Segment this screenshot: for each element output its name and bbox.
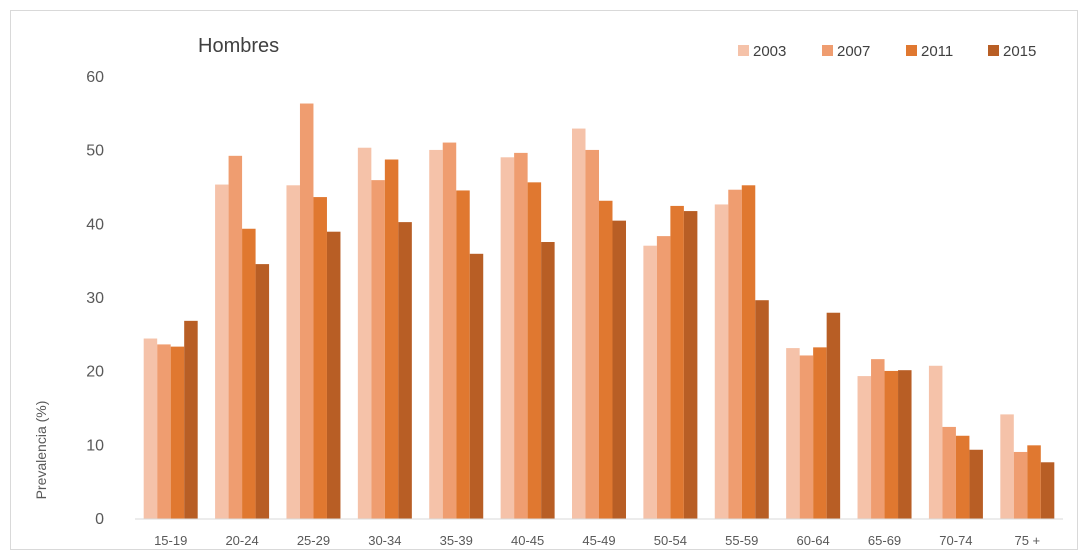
bar-2015-60-64 [826, 312, 841, 519]
x-tick-label: 55-59 [725, 533, 758, 548]
x-tick-label: 25-29 [297, 533, 330, 548]
bar-2003-50-54 [643, 245, 657, 519]
bar-2011-25-29 [313, 197, 327, 519]
y-tick-label: 20 [86, 364, 104, 381]
y-axis-ticks: 0 10 20 30 40 50 60 [86, 69, 104, 528]
x-tick-label: 30-34 [368, 533, 401, 548]
bar-series [143, 103, 1055, 520]
legend-swatch-2015 [988, 45, 999, 56]
legend-swatch-2011 [906, 45, 917, 56]
bar-2007-25-29 [299, 103, 314, 520]
bar-2003-65-69 [857, 376, 872, 519]
bar-2007-20-24 [228, 155, 243, 519]
bar-2007-70-74 [942, 426, 956, 519]
chart-title: Hombres [198, 35, 279, 57]
bar-2007-60-64 [799, 355, 814, 519]
bar-2015-40-45 [541, 242, 555, 519]
y-axis-label: Prevalencia (%) [33, 401, 49, 500]
bar-2003-40-45 [500, 157, 515, 520]
bar-2003-60-64 [786, 348, 800, 519]
y-tick-label: 10 [86, 437, 104, 454]
legend-swatch-2007 [822, 45, 833, 56]
bar-2011-15-19 [170, 346, 185, 519]
x-tick-label: 50-54 [654, 533, 687, 548]
legend-swatch-2003 [738, 45, 749, 56]
x-tick-label: 45-49 [582, 533, 615, 548]
bar-2007-15-19 [157, 344, 171, 519]
x-axis-ticks: 15-19 20-24 25-29 30-34 35-39 40-45 45-49 50-54… [154, 533, 1040, 548]
bar-2011-40-45 [527, 182, 542, 519]
y-tick-label: 60 [86, 69, 104, 86]
bar-2015-50-54 [683, 211, 698, 519]
bar-2003-35-39 [429, 149, 443, 519]
bar-2003-30-34 [357, 147, 372, 519]
bar-2003-45-49 [572, 128, 586, 519]
legend-label: 2007 [837, 43, 870, 60]
legend-label: 2003 [753, 43, 786, 60]
bar-2015-20-24 [255, 264, 270, 519]
x-tick-label: 40-45 [511, 533, 544, 548]
legend: 2003 2007 2011 2015 [738, 43, 1036, 60]
x-tick-label: 35-39 [440, 533, 473, 548]
bar-2011-45-49 [599, 200, 613, 519]
bar-2011-60-64 [813, 347, 827, 519]
bar-2015-15-19 [184, 320, 198, 519]
x-tick-label: 70-74 [939, 533, 972, 548]
bar-2007-55-59 [728, 189, 742, 519]
bar-2011-30-34 [384, 159, 399, 519]
y-tick-label: 50 [86, 143, 104, 160]
y-tick-label: 0 [95, 511, 104, 528]
legend-label: 2015 [1003, 43, 1036, 60]
bar-2011-55-59 [741, 185, 756, 520]
bar-2015-25-29 [326, 231, 341, 519]
bar-2015-75 + [1040, 462, 1055, 519]
y-tick-label: 40 [86, 216, 104, 233]
bar-2007-40-45 [514, 152, 528, 519]
x-tick-label: 20-24 [225, 533, 258, 548]
bar-2011-75 + [1027, 445, 1041, 519]
bar-2003-20-24 [215, 184, 229, 520]
bar-2011-65-69 [884, 370, 899, 519]
bar-2007-35-39 [442, 142, 457, 519]
bar-2015-70-74 [969, 449, 983, 519]
x-tick-label: 65-69 [868, 533, 901, 548]
y-tick-label: 30 [86, 290, 104, 307]
bar-2007-45-49 [585, 149, 599, 519]
bar-2011-50-54 [670, 205, 684, 520]
bar-2003-15-19 [143, 338, 158, 519]
x-tick-label: 75 + [1014, 533, 1040, 548]
bar-2003-55-59 [714, 204, 729, 519]
bar-2003-25-29 [286, 185, 300, 520]
bar-2003-70-74 [928, 365, 943, 519]
bar-2015-35-39 [469, 253, 484, 520]
x-tick-label: 15-19 [154, 533, 187, 548]
bar-2015-65-69 [898, 370, 912, 519]
bar-2011-35-39 [456, 190, 470, 519]
bar-2007-75 + [1013, 451, 1028, 519]
bar-2007-30-34 [371, 180, 385, 519]
x-tick-label: 60-64 [797, 533, 830, 548]
bar-2007-65-69 [871, 359, 885, 519]
bar-2003-75 + [1000, 414, 1014, 519]
legend-label: 2011 [921, 43, 953, 60]
bar-2015-55-59 [755, 300, 769, 519]
bar-2011-70-74 [955, 435, 970, 519]
bar-2015-45-49 [612, 220, 626, 519]
bar-2011-20-24 [242, 228, 256, 519]
bar-2007-50-54 [656, 236, 671, 519]
bar-2015-30-34 [398, 222, 412, 519]
